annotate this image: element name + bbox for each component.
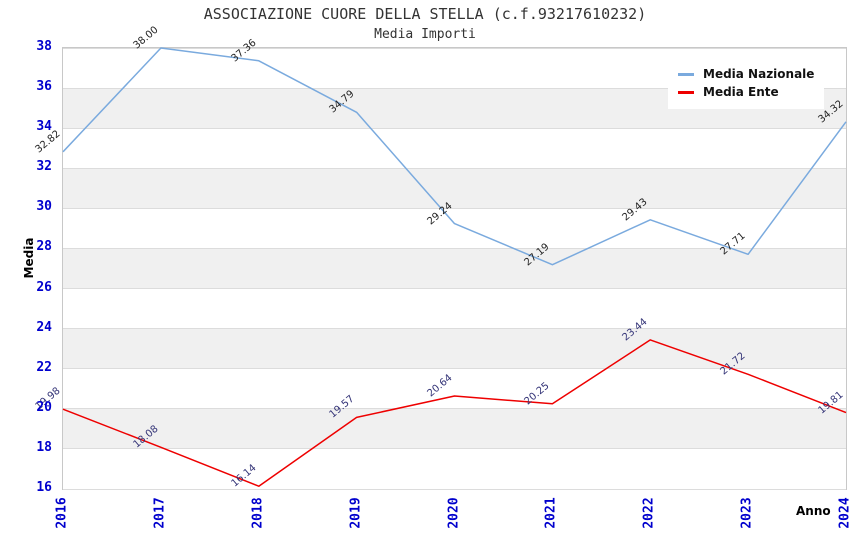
series-line-media-nazionale bbox=[62, 47, 847, 266]
y-tick-label: 22 bbox=[36, 359, 52, 375]
y-tick-label: 18 bbox=[36, 439, 52, 455]
y-tick-label: 28 bbox=[36, 239, 52, 255]
y-tick-label: 26 bbox=[36, 279, 52, 295]
chart-title: ASSOCIAZIONE CUORE DELLA STELLA (c.f.932… bbox=[203, 5, 647, 23]
x-tick-label: 2019 bbox=[348, 497, 364, 529]
alternating-band bbox=[63, 168, 846, 209]
series-line-media-ente bbox=[62, 339, 847, 487]
y-tick-label: 36 bbox=[36, 79, 52, 95]
gridline bbox=[63, 207, 846, 209]
media-ente-line-swatch bbox=[678, 90, 694, 94]
gridline bbox=[63, 167, 846, 169]
x-tick-label: 2017 bbox=[152, 497, 168, 529]
legend-label-media-ente: Media Ente bbox=[703, 85, 779, 99]
x-tick-label: 2024 bbox=[837, 497, 850, 529]
gridline bbox=[63, 448, 846, 450]
gridline bbox=[63, 47, 846, 49]
gridline bbox=[63, 247, 846, 249]
media-nazionale-line-swatch bbox=[678, 72, 694, 76]
gridline bbox=[63, 408, 846, 410]
y-tick-label: 16 bbox=[36, 480, 52, 495]
gridline bbox=[63, 368, 846, 370]
x-tick-label: 2020 bbox=[446, 497, 461, 529]
gridline bbox=[63, 328, 846, 330]
x-tick-label: 2018 bbox=[250, 497, 266, 529]
x-axis-title: Anno bbox=[796, 504, 831, 518]
alternating-band bbox=[63, 328, 846, 369]
legend-label-media-nazionale: Media Nazionale bbox=[703, 67, 815, 81]
legend: Media Nazionale Media Ente bbox=[668, 57, 825, 109]
plot-area: 32.82 38.00 37.36 34.79 29.24 27.19 29.43 27.71… bbox=[33, 25, 847, 490]
y-tick-label: 38 bbox=[36, 39, 52, 54]
y-tick-label: 24 bbox=[36, 319, 52, 335]
gridline bbox=[63, 488, 846, 490]
y-tick-label: 34 bbox=[36, 119, 52, 135]
y-tick-label: 32 bbox=[36, 159, 52, 175]
chart-subtitle: Media Importi bbox=[374, 27, 476, 42]
gridline bbox=[63, 87, 846, 89]
x-tick-label: 2021 bbox=[543, 497, 559, 529]
x-tick-label: 2023 bbox=[739, 497, 755, 529]
legend-item-media-nazionale: Media Nazionale bbox=[678, 66, 814, 82]
alternating-band bbox=[63, 248, 846, 289]
legend-item-media-ente: Media Ente bbox=[678, 84, 814, 100]
x-tick-label: 2022 bbox=[641, 497, 657, 529]
alternating-band bbox=[63, 408, 846, 449]
gridline bbox=[63, 127, 846, 129]
line-series-svg bbox=[62, 47, 847, 487]
x-tick-label: 2016 bbox=[54, 497, 70, 529]
gridline bbox=[63, 288, 846, 290]
y-tick-label: 30 bbox=[36, 199, 52, 215]
y-tick-label: 20 bbox=[36, 399, 52, 415]
